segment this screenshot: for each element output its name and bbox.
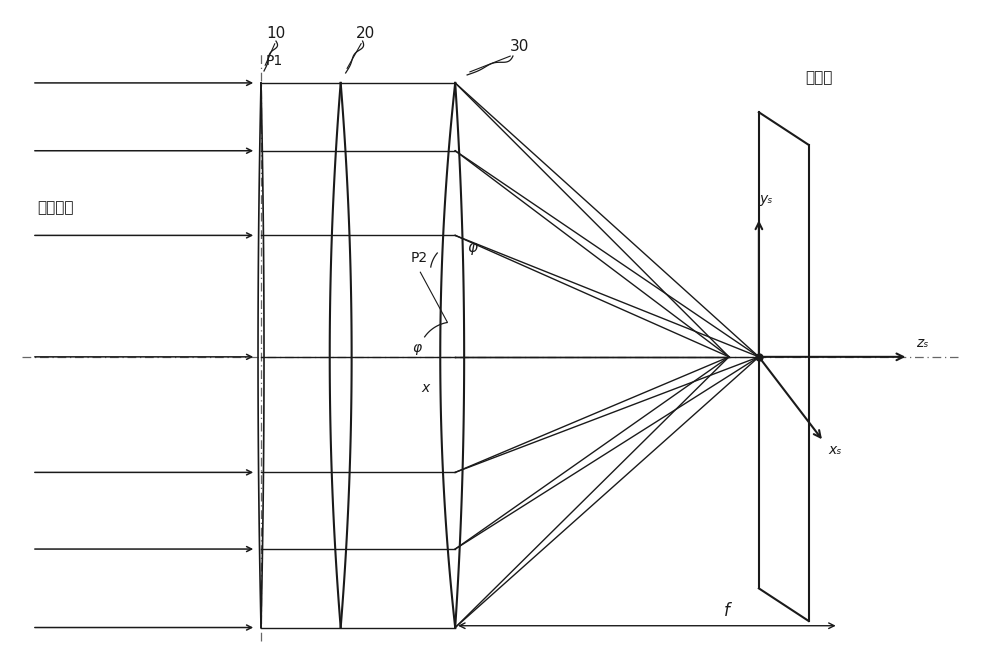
Text: yₛ: yₛ: [759, 191, 773, 206]
Text: P2: P2: [410, 252, 428, 265]
Text: 20: 20: [356, 26, 375, 41]
Text: 入射光束: 入射光束: [37, 200, 73, 215]
Text: 观察面: 观察面: [805, 70, 832, 85]
Text: φ: φ: [413, 341, 422, 355]
Text: 10: 10: [266, 26, 286, 41]
Text: zₛ: zₛ: [916, 336, 929, 350]
Text: x: x: [421, 381, 429, 395]
Text: f: f: [724, 602, 729, 620]
Text: P1: P1: [266, 54, 283, 68]
Text: 30: 30: [510, 39, 530, 54]
Text: xₛ: xₛ: [829, 443, 842, 457]
Text: φ: φ: [467, 240, 477, 255]
